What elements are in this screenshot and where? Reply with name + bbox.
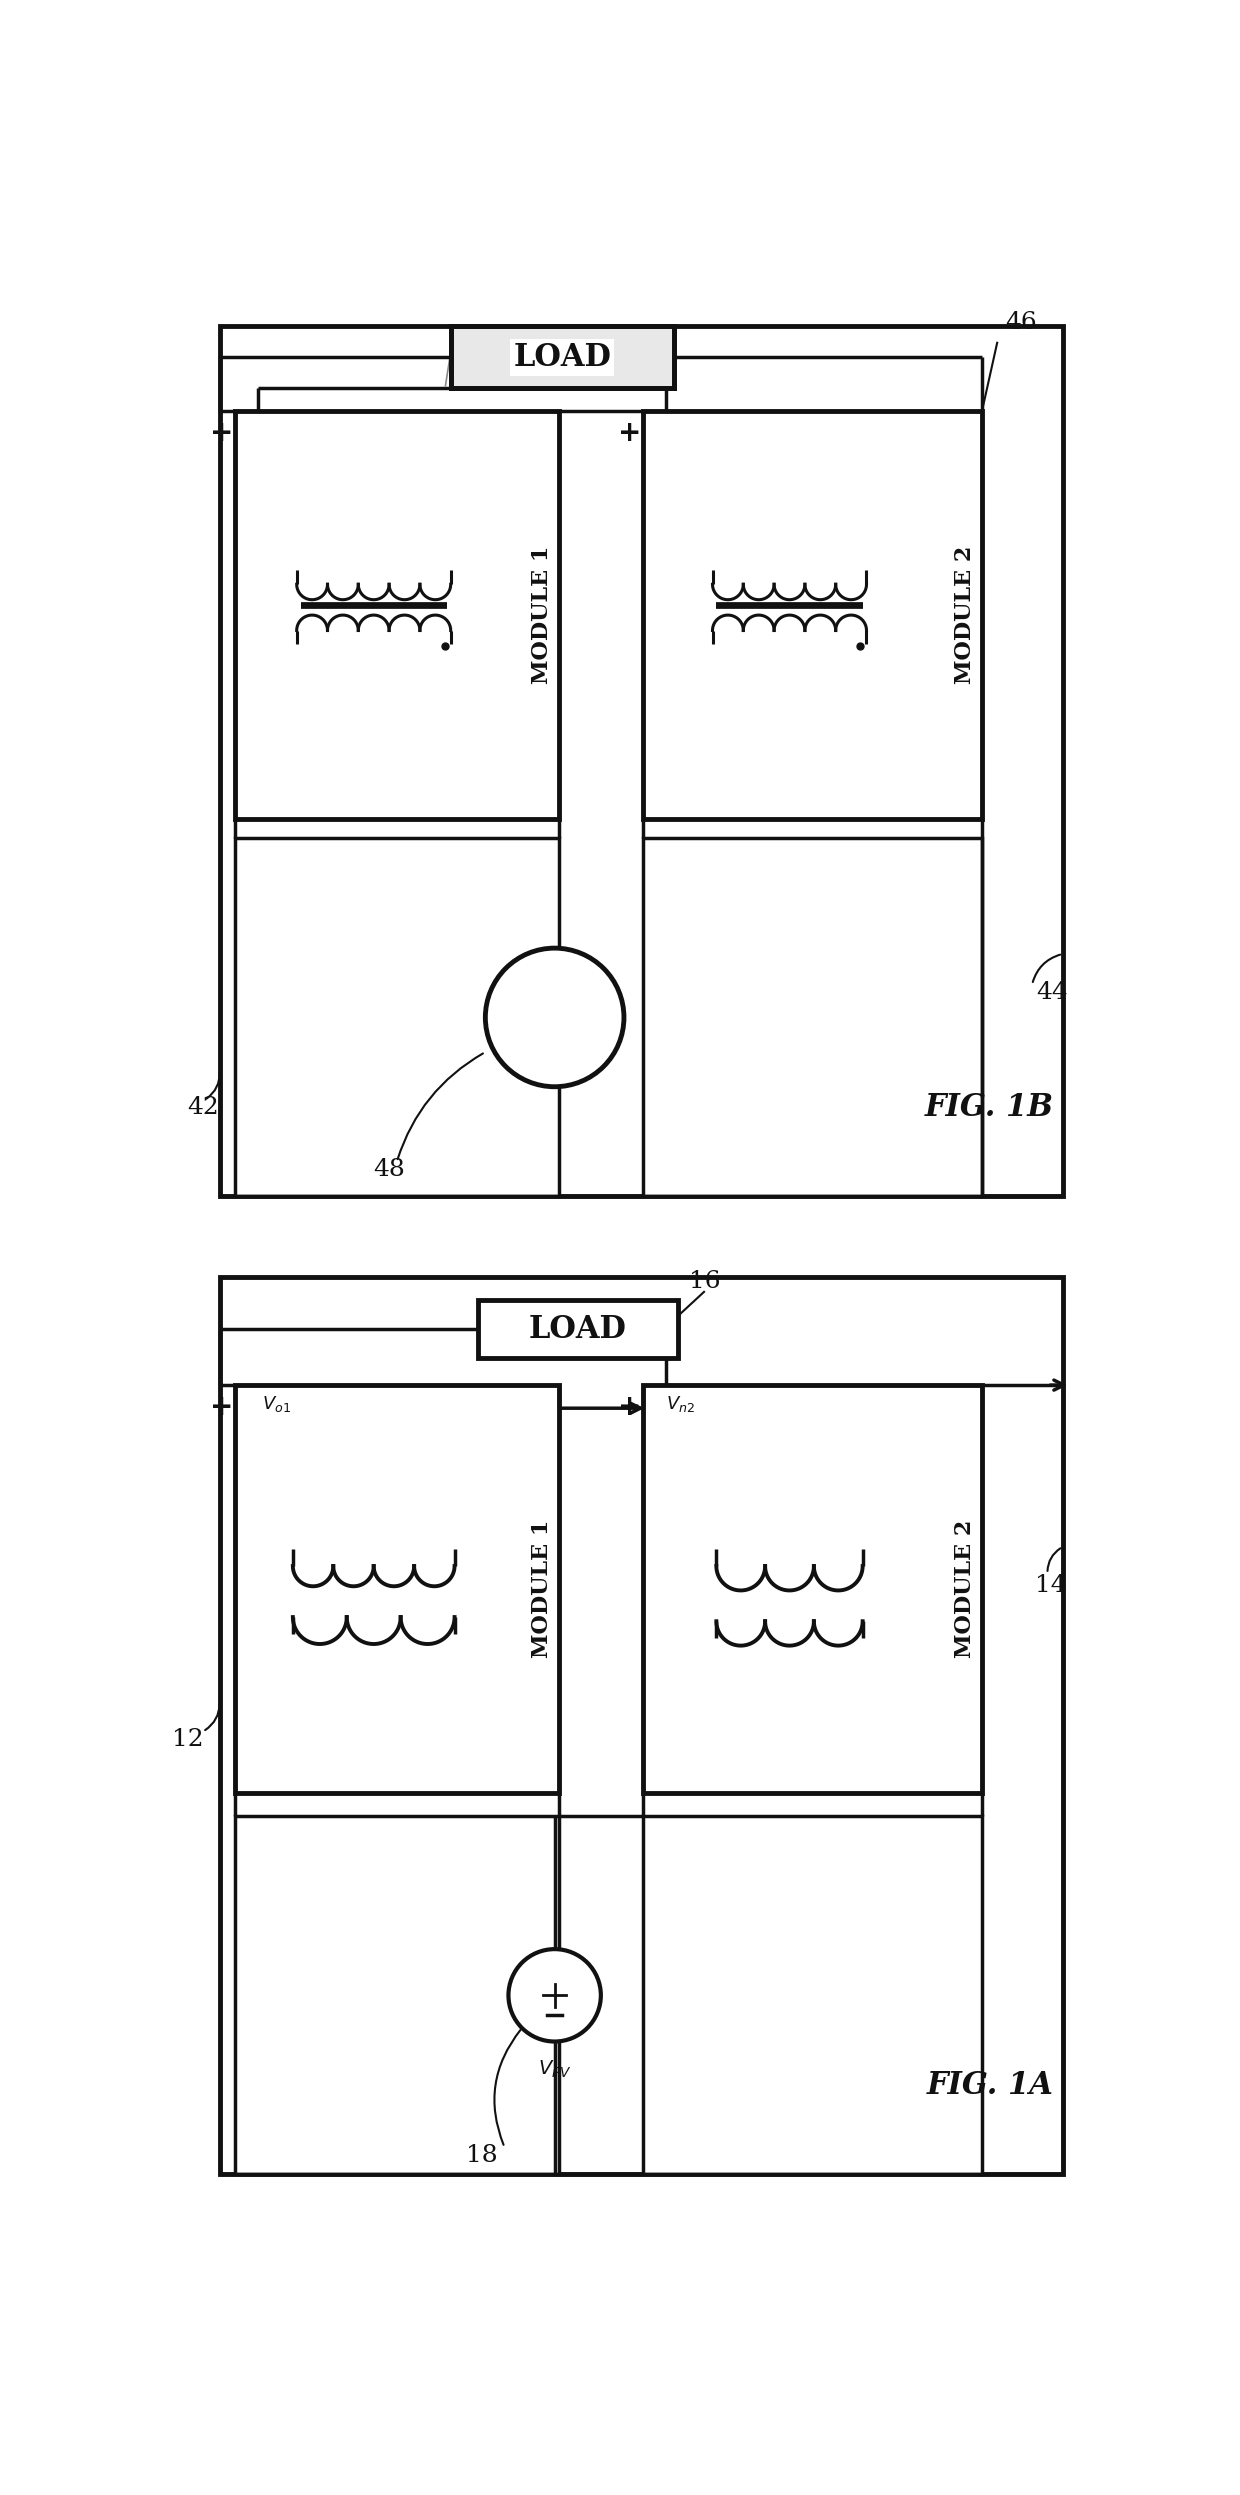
Circle shape (508, 1949, 601, 2041)
Text: LOAD: LOAD (513, 342, 611, 372)
Text: FIG. 1B: FIG. 1B (925, 1093, 1054, 1123)
Text: MODULE 1: MODULE 1 (531, 1519, 553, 1659)
Text: MODULE 2: MODULE 2 (954, 1519, 976, 1659)
Text: $V_{o1}$: $V_{o1}$ (262, 1395, 291, 1415)
Text: 16: 16 (689, 1270, 720, 1292)
Text: +: + (618, 419, 641, 447)
Bar (236, 1816, 558, 2173)
Text: 14: 14 (1035, 1574, 1068, 1597)
Bar (644, 1816, 982, 2173)
Text: $V_{PV}$: $V_{PV}$ (538, 2058, 572, 2081)
Bar (644, 1385, 982, 1794)
Text: $V_{n2}$: $V_{n2}$ (666, 1395, 696, 1415)
Bar (219, 1277, 1063, 2173)
Bar (450, 327, 675, 387)
Bar (236, 838, 558, 1198)
Text: FIG. 1A: FIG. 1A (926, 2071, 1053, 2101)
Bar (236, 1385, 558, 1794)
Text: 44: 44 (1035, 981, 1068, 1003)
Bar (219, 327, 1063, 1198)
Text: LOAD: LOAD (528, 1315, 626, 1345)
Text: 48: 48 (373, 1158, 405, 1180)
Bar (644, 838, 982, 1198)
Text: 42: 42 (187, 1095, 219, 1120)
Text: MODULE 2: MODULE 2 (954, 546, 976, 684)
Bar (236, 412, 558, 818)
Text: +: + (618, 1392, 641, 1420)
Bar (450, 327, 675, 387)
Text: +: + (210, 419, 233, 447)
Circle shape (485, 948, 624, 1088)
Bar (644, 412, 982, 818)
Text: 12: 12 (171, 1729, 203, 1751)
Bar (477, 1300, 678, 1357)
Text: 46: 46 (1006, 312, 1037, 334)
Text: MODULE 1: MODULE 1 (531, 546, 553, 684)
Text: +: + (210, 1392, 233, 1420)
Text: 18: 18 (466, 2143, 497, 2166)
